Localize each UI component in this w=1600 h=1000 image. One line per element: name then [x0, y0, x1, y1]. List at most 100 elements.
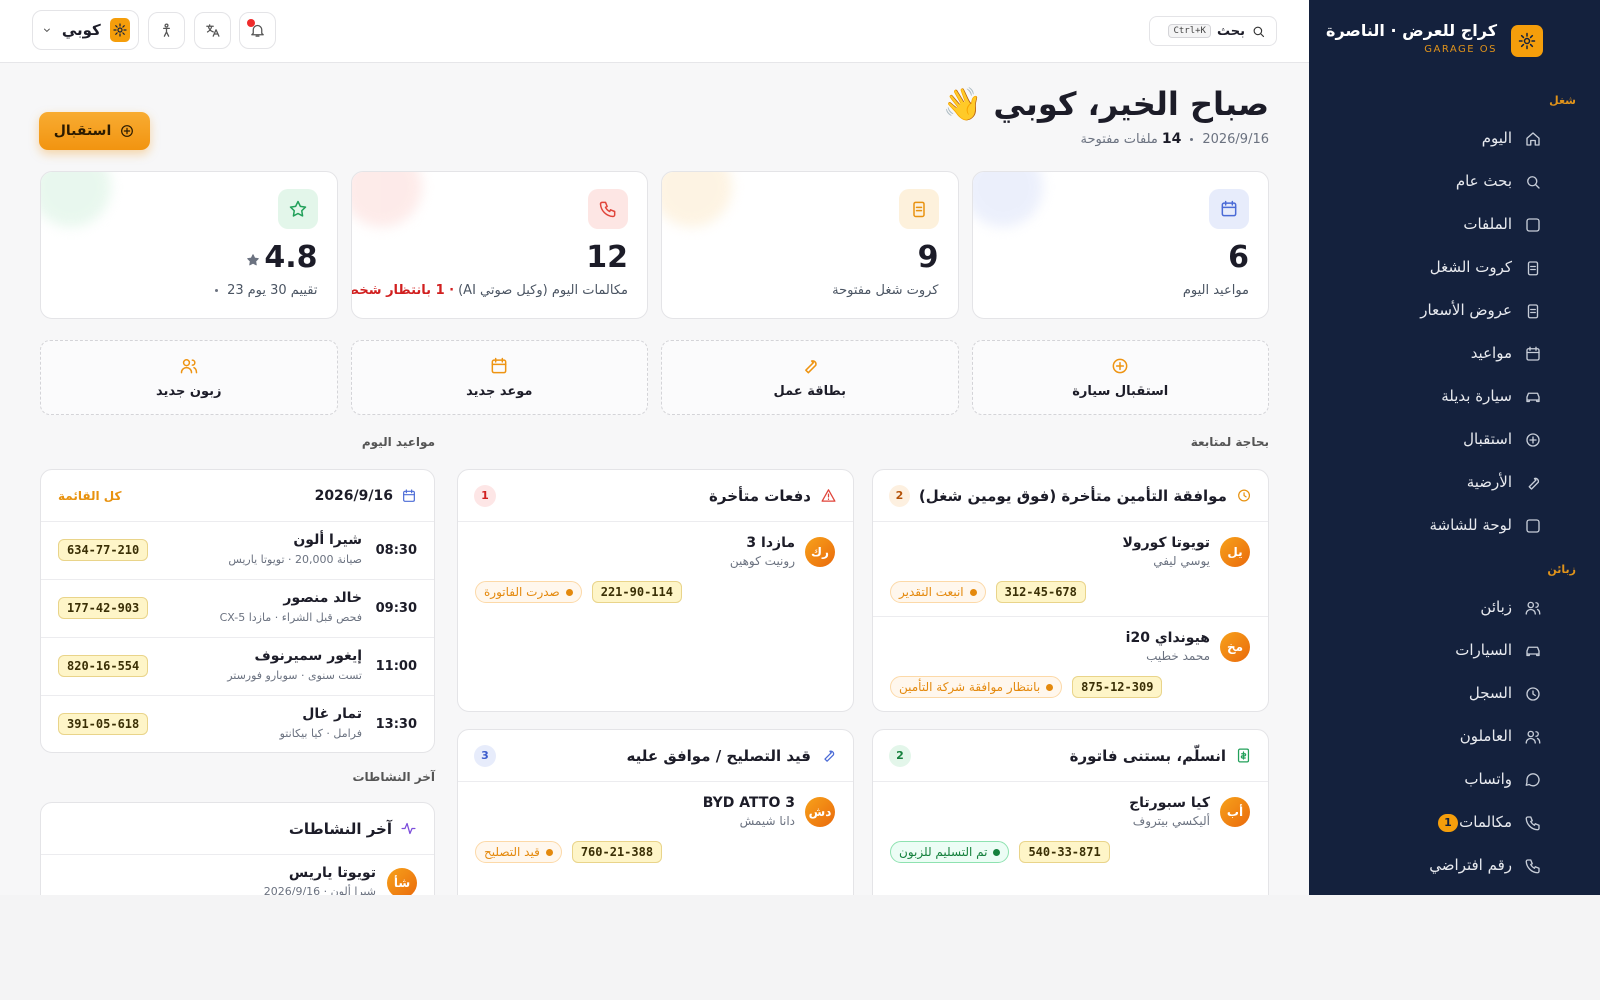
follow-up-panel: قيد التصليح / موافق عليه 3 دش BYD ATTO 3 دان…: [457, 729, 854, 895]
appointment-name: إيغور سميرنوف: [254, 648, 362, 664]
nav-item[interactable]: مواعيد: [1321, 334, 1588, 374]
appointment-row[interactable]: 08:30 شيرا ألون صيانة 20,000 · تويوتا ياري…: [41, 522, 434, 580]
nav-item[interactable]: السجل: [1321, 674, 1588, 714]
nav-item[interactable]: استقبال: [1321, 420, 1588, 460]
car-name: كيا سبورتاج: [1129, 795, 1210, 811]
activity-item[interactable]: شأ تويوتا ياريس شيرا ألون · 2026/9/16: [41, 855, 434, 895]
nav-item[interactable]: العاملون: [1321, 717, 1588, 757]
nav-label: مكالمات: [1459, 813, 1512, 831]
nav-item[interactable]: عروض الأسعار: [1321, 291, 1588, 331]
status-label: بانتظار موافقة شركة التأمين: [899, 680, 1041, 694]
follow-up-item[interactable]: أب كيا سبورتاج أليكسي بيتروف تم التسليم للز…: [873, 782, 1268, 877]
icon: [1525, 601, 1541, 615]
appointment-detail: تست سنوى · سوبارو فورستر: [227, 669, 362, 682]
view-all-link[interactable]: كل القائمة: [58, 488, 122, 503]
follow-up-item[interactable]: دش BYD ATTO 3 دانا شيمش قيد التصليح 760-21-3…: [458, 782, 853, 877]
status-pill: انبعت التقدير: [890, 581, 986, 603]
panel-header: دفعات متأخرة 1: [458, 470, 853, 522]
icon: [1253, 26, 1265, 37]
action-button[interactable]: استقبال: [39, 112, 150, 150]
nav-label: عروض الأسعار: [1420, 301, 1512, 319]
nav-item[interactable]: واتساب: [1321, 760, 1588, 800]
icon: [821, 489, 836, 502]
stat-decoration: [351, 172, 422, 227]
nav-item[interactable]: الملفات: [1321, 205, 1588, 245]
nav-item[interactable]: سيارة بديلة: [1321, 377, 1588, 417]
app: كراج للعرض · الناصرة GARAGE OS شغل اليوم بحث…: [0, 0, 1600, 895]
quick-action[interactable]: بطاقة عمل: [661, 340, 959, 415]
open-label: ملفات مفتوحة: [1080, 131, 1158, 147]
panel-count: 3: [474, 744, 496, 767]
activity-card: آخر النشاطات شأ تويوتا ياريس شيرا ألون · 20…: [40, 802, 435, 895]
pills: بانتظار موافقة شركة التأمين 875-12-309: [890, 676, 1163, 698]
stat-decoration: [661, 172, 732, 227]
status-dot: [565, 588, 573, 596]
nav-item[interactable]: كروت الشغل: [1321, 248, 1588, 288]
action-label: استقبال: [53, 123, 112, 139]
icon: [113, 23, 127, 37]
nav-item[interactable]: اليوم: [1321, 119, 1588, 159]
avatar: دش: [805, 797, 835, 827]
top-button[interactable]: [148, 12, 185, 49]
stat-value: 12: [586, 240, 628, 275]
stat-value-row: 12: [586, 240, 628, 275]
appointment-row[interactable]: 09:30 خالد منصور فحص قبل الشراء · مازدا CX…: [41, 580, 434, 638]
quick-action-label: بطاقة عمل: [773, 384, 847, 399]
icon: [1525, 859, 1540, 874]
icon: [1525, 730, 1541, 744]
appointments-card: 2026/9/16 كل القائمة 08:30 شيرا ألون صيانة 2…: [40, 469, 435, 753]
nav-item[interactable]: الأرضية: [1321, 463, 1588, 503]
quick-action[interactable]: موعد جديد: [350, 340, 648, 415]
plate: 177-42-903: [58, 597, 149, 619]
panel-count: 1: [474, 484, 496, 507]
follow-up-item[interactable]: مخ هيونداي i20 محمد خطيب بانتظار موافقة شرك…: [873, 617, 1268, 711]
plate: 312-45-678: [995, 581, 1086, 603]
car-name: هيونداي i20: [1125, 630, 1210, 646]
appointment-row[interactable]: 11:00 إيغور سميرنوف تست سنوى · سوبارو فورس…: [41, 638, 434, 696]
stat-value-row: 6: [1228, 240, 1249, 275]
stat-label-row: مواعيد اليوم: [1183, 283, 1249, 298]
brand-logo: [1511, 25, 1543, 57]
stat-icon: [588, 189, 628, 229]
panel-title: آخر النشاطات: [288, 819, 392, 838]
stat-label-row: مكالمات اليوم (وكيل صوتي AI) · 1 بانتظار …: [351, 283, 628, 298]
stat-value: 9: [917, 240, 939, 275]
search-box[interactable]: بحث Ctrl+K: [1149, 16, 1277, 46]
section-label: مواعيد اليوم: [361, 435, 435, 449]
stat-label: كروت شغل مفتوحة: [832, 283, 939, 298]
nav-item[interactable]: لوحة للشاشة: [1321, 506, 1588, 546]
nav-label: السجل: [1468, 684, 1512, 702]
top-button[interactable]: [194, 12, 231, 49]
icon: [1528, 477, 1540, 490]
follow-up-item[interactable]: رك مازدا 3 رونيت كوهين صدرت الفاتورة 221-90-…: [458, 522, 853, 617]
section-label: آخر النشاطات: [352, 770, 435, 784]
panel-title: موافقة التأمين متأخرة (فوق يومين شغل): [918, 486, 1227, 505]
follow-up-item[interactable]: يل تويوتا كورولا يوسي ليفي انبعت التقدير 312…: [873, 522, 1268, 617]
header-sub: 2026/9/16 14 ملفات مفتوحة: [1080, 131, 1269, 147]
nav-item[interactable]: رقم افتراضي: [1321, 846, 1588, 886]
stat-decoration: [972, 172, 1043, 227]
pills: صدرت الفاتورة 221-90-114: [475, 581, 682, 603]
open-count: 14: [1161, 131, 1182, 147]
header-date: 2026/9/16: [1202, 131, 1269, 147]
nav-item[interactable]: السيارات: [1321, 631, 1588, 671]
user-menu[interactable]: كوبي: [32, 10, 139, 50]
appointment-row[interactable]: 13:30 تمار غال فرامل · كيا بيكانتو 391-05-6…: [41, 696, 434, 752]
top-button[interactable]: [239, 12, 276, 49]
pills: قيد التصليح 760-21-388: [475, 841, 663, 863]
stat-value-row: 4.8: [246, 240, 318, 275]
nav-label: واتساب: [1464, 770, 1512, 788]
sidebar: كراج للعرض · الناصرة GARAGE OS شغل اليوم بحث…: [1309, 0, 1600, 895]
status-label: قيد التصليح: [484, 845, 540, 859]
plate: 540-33-871: [1019, 841, 1110, 863]
quick-action[interactable]: استقبال سيارة: [971, 340, 1269, 415]
icon: [206, 24, 220, 37]
quick-action[interactable]: زبون جديد: [40, 340, 338, 415]
nav-item[interactable]: زبائن: [1321, 588, 1588, 628]
separator: [1190, 137, 1194, 141]
nav-item[interactable]: مكالمات 1: [1321, 803, 1588, 843]
status-pill: تم التسليم للزبون: [890, 841, 1010, 863]
nav-item[interactable]: بحث عام: [1321, 162, 1588, 202]
nav-section-title: زبائن: [1547, 563, 1576, 576]
stat-card: 12 مكالمات اليوم (وكيل صوتي AI) · 1 بانتظا…: [350, 171, 648, 319]
